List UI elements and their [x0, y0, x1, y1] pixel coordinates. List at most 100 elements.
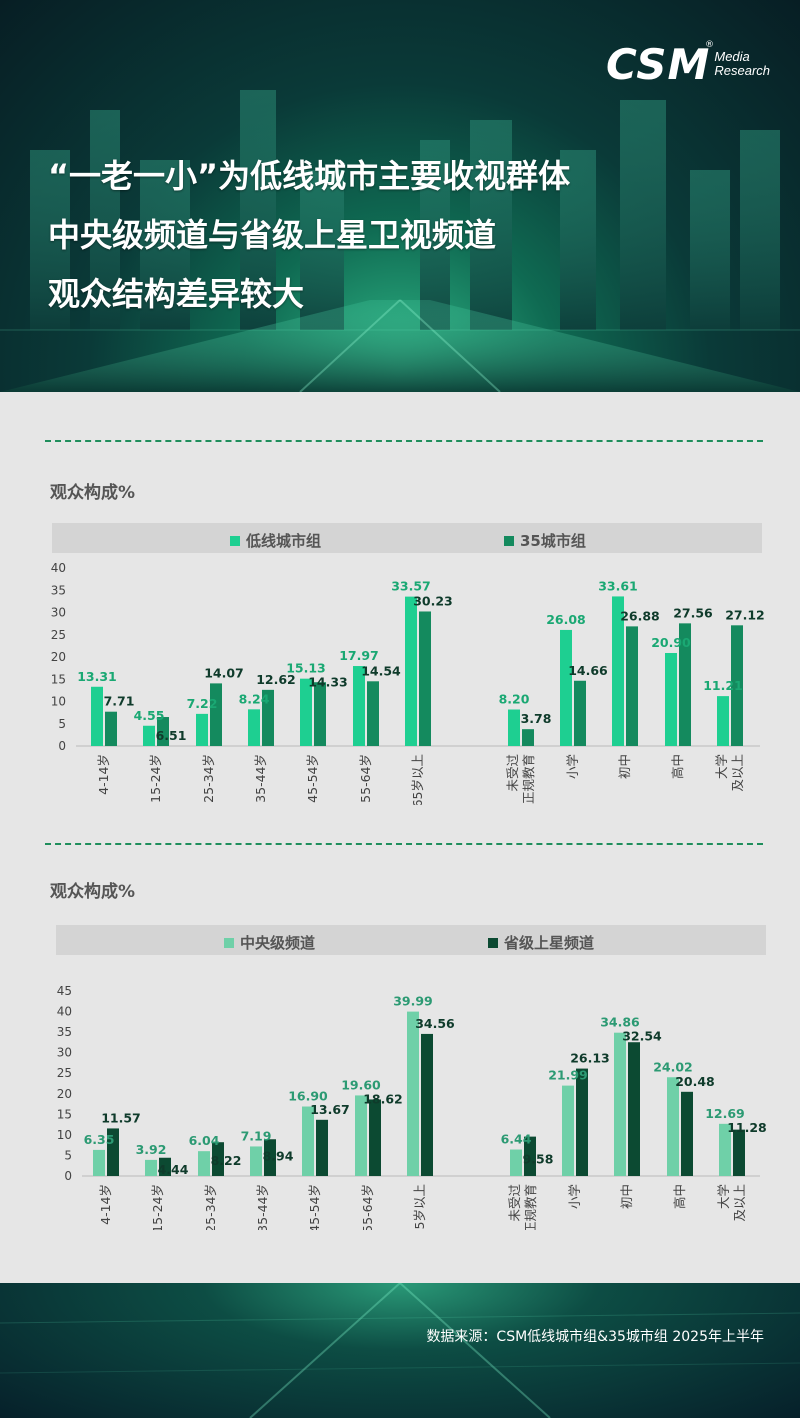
bar	[302, 1106, 314, 1176]
x-tick-label: 未受过	[505, 754, 520, 792]
data-label: 8.94	[263, 1148, 294, 1163]
data-label: 11.21	[703, 678, 743, 693]
legend-label: 35城市组	[520, 532, 586, 550]
hero-banner: CSM Media Research ® “一老一小”为低线城市主要收视群体 中…	[0, 0, 800, 392]
y-tick-label: 40	[57, 1005, 72, 1019]
legend-swatch	[504, 535, 514, 546]
y-tick-label: 35	[51, 583, 66, 597]
bar	[419, 611, 431, 746]
bar	[105, 711, 117, 746]
chart2-legend: 中央级频道 省级上星频道	[56, 925, 766, 955]
bar	[574, 680, 586, 746]
bar	[576, 1068, 588, 1176]
registered-mark: ®	[705, 40, 714, 50]
y-tick-label: 30	[51, 606, 66, 620]
data-label: 7.19	[241, 1128, 272, 1143]
bar	[421, 1033, 433, 1176]
data-label: 30.23	[413, 593, 453, 608]
data-label: 11.28	[727, 1120, 767, 1135]
data-label: 33.57	[391, 579, 431, 594]
y-tick-label: 45	[57, 984, 72, 998]
bar	[367, 681, 379, 746]
bar	[508, 709, 520, 746]
data-label: 32.54	[622, 1029, 662, 1044]
legend-label: 省级上星频道	[504, 934, 595, 952]
y-tick-label: 5	[64, 1148, 72, 1162]
x-tick-label: 55-64岁	[358, 754, 373, 803]
data-source-note: 数据来源：CSM低线城市组&35城市组 2025年上半年	[426, 1329, 764, 1345]
section-divider-2	[45, 843, 763, 845]
bar	[314, 682, 326, 746]
y-tick-label: 5	[58, 717, 66, 731]
bar	[369, 1099, 381, 1176]
headline-line3: 观众结构差异较大	[48, 275, 305, 313]
bar	[157, 717, 169, 746]
data-label: 18.62	[363, 1091, 403, 1106]
bar	[626, 626, 638, 746]
bar	[196, 713, 208, 746]
bar	[145, 1159, 157, 1176]
data-label: 24.02	[653, 1059, 693, 1074]
bar	[612, 596, 624, 746]
bar	[93, 1149, 105, 1176]
bar	[353, 666, 365, 746]
y-tick-label: 0	[64, 1169, 72, 1183]
chart2-legend-item-1: 中央级频道	[224, 932, 315, 953]
data-label: 26.08	[546, 612, 586, 627]
x-tick-label: 初中	[617, 754, 632, 779]
bar	[628, 1042, 640, 1176]
chart2-title: 观众构成%	[50, 882, 136, 902]
x-tick-label: 高中	[670, 754, 685, 779]
data-label: 8.20	[499, 692, 530, 707]
data-label: 6.51	[156, 728, 187, 743]
footer-banner	[0, 1283, 800, 1418]
x-tick-label: 4-14岁	[96, 754, 111, 795]
city-skyline-background	[0, 90, 800, 392]
data-label: 14.54	[361, 663, 401, 678]
y-tick-label: 10	[57, 1128, 72, 1142]
x-tick-label: 45-54岁	[307, 1184, 322, 1230]
data-label: 27.12	[725, 607, 765, 622]
data-label: 14.66	[568, 663, 608, 678]
bar	[562, 1085, 574, 1176]
bar	[681, 1091, 693, 1176]
y-tick-label: 40	[51, 561, 66, 575]
data-label: 26.13	[570, 1051, 610, 1066]
bar	[717, 696, 729, 746]
y-tick-label: 15	[57, 1107, 72, 1121]
data-label: 12.69	[705, 1106, 745, 1121]
bar	[665, 652, 677, 746]
data-label: 3.78	[521, 711, 552, 726]
y-tick-label: 30	[57, 1046, 72, 1060]
section-divider-1	[45, 440, 763, 442]
x-tick-label: 及以上	[730, 754, 745, 792]
x-tick-label: 65岁以上	[410, 754, 425, 805]
data-label: 20.90	[651, 635, 691, 650]
x-tick-label: 未受过	[507, 1184, 522, 1222]
x-tick-label: 55-64岁	[360, 1184, 375, 1230]
bar	[407, 1011, 419, 1176]
data-label: 4.55	[134, 708, 165, 723]
bar	[248, 709, 260, 746]
bar	[316, 1119, 328, 1176]
bar	[679, 623, 691, 746]
x-tick-label: 25-34岁	[201, 754, 216, 803]
data-label: 12.62	[256, 672, 296, 687]
data-label: 21.99	[548, 1068, 588, 1083]
data-label: 13.67	[310, 1102, 350, 1117]
x-tick-label: 35-44岁	[255, 1184, 270, 1230]
bar	[264, 1139, 276, 1176]
data-label: 7.71	[104, 694, 135, 709]
chart1-legend: 低线城市组 35城市组	[52, 523, 762, 553]
bar	[262, 689, 274, 746]
bar	[614, 1032, 626, 1176]
bar	[731, 625, 743, 746]
data-label: 20.48	[675, 1074, 715, 1089]
x-tick-label: 及以上	[732, 1184, 747, 1222]
chart1-title: 观众构成%	[50, 483, 136, 503]
x-tick-label: 15-24岁	[150, 1184, 165, 1230]
bar	[719, 1123, 731, 1176]
bar	[522, 729, 534, 746]
data-label: 8.24	[239, 691, 270, 706]
legend-swatch	[488, 937, 498, 948]
